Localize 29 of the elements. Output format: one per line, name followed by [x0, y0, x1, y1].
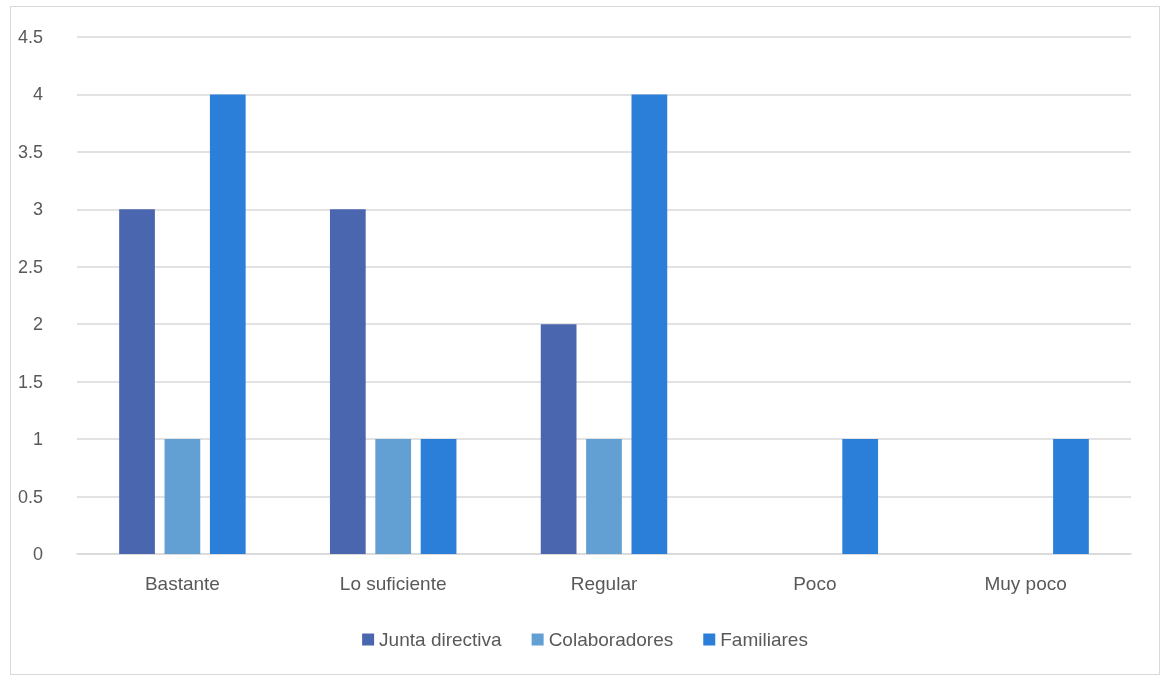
bar [164, 439, 201, 554]
x-tick-label: Regular [570, 573, 638, 594]
y-tick-label: 4.5 [17, 27, 43, 47]
legend-label: Familiares [720, 629, 808, 650]
y-tick-label: 1.5 [17, 371, 43, 392]
bar [631, 94, 668, 554]
x-tick-label: Muy poco [984, 573, 1067, 594]
y-tick-label: 0 [32, 544, 43, 564]
bar [420, 439, 457, 554]
bar [329, 209, 366, 554]
bar [586, 439, 622, 554]
bar [540, 324, 577, 554]
bar [119, 209, 155, 554]
bar [209, 94, 246, 554]
bar [375, 439, 412, 554]
y-tick-label: 3.5 [17, 141, 43, 162]
y-tick-label: 3 [32, 199, 43, 220]
y-tick-label: 0.5 [17, 486, 43, 507]
x-tick-label: Poco [793, 573, 837, 594]
y-tick-label: 1 [32, 429, 43, 450]
y-tick-label: 2 [32, 314, 43, 335]
bar [842, 439, 879, 554]
legend-label: Junta directiva [379, 629, 503, 650]
y-tick-label: 2.5 [17, 256, 43, 277]
x-tick-label: Bastante [144, 573, 220, 594]
y-tick-label: 4 [32, 84, 43, 105]
x-tick-label: Lo suficiente [339, 573, 447, 594]
legend-label: Colaboradores [548, 629, 674, 650]
bar [1053, 439, 1089, 554]
